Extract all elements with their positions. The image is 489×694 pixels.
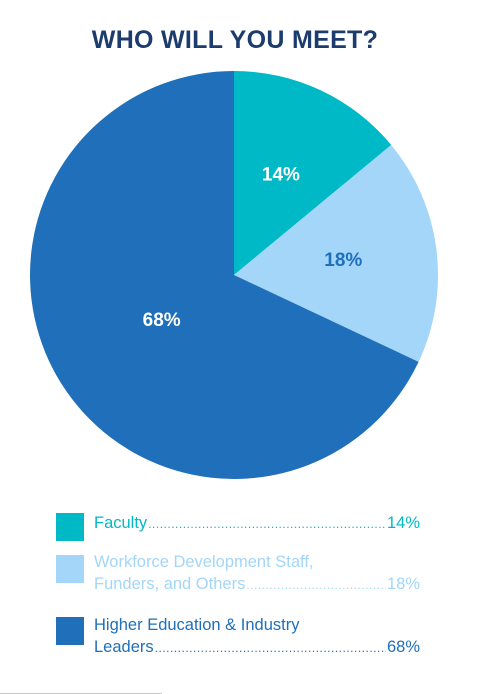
- pie-slice-label-1: 18%: [324, 250, 362, 271]
- legend-label-faculty: Faculty: [94, 514, 148, 532]
- legend-leader-dots: [155, 637, 386, 659]
- legend-value-leaders: 68%: [386, 638, 420, 656]
- pie-chart: 14% 18% 68%: [29, 71, 438, 479]
- legend-label-workforce-line1: Workforce Development Staff,: [94, 553, 314, 571]
- legend-label-workforce-line2: Funders, and Others: [94, 575, 246, 593]
- legend-item-leaders: Higher Education & Industry Leaders 68%: [56, 614, 420, 662]
- chart-title: WHO WILL YOU MEET?: [91, 26, 379, 54]
- legend-leader-dots: [246, 574, 386, 596]
- pie-slice-1: [234, 144, 438, 362]
- legend-value-workforce: 18%: [386, 575, 420, 593]
- pie-slice-label-0: 14%: [262, 164, 300, 185]
- legend-swatch-leaders: [56, 617, 84, 645]
- legend-leader-dots: [148, 513, 386, 535]
- pie-slice-label-2: 68%: [143, 310, 181, 331]
- legend-label-leaders-line2: Leaders: [94, 638, 154, 656]
- pie-slice-0: [234, 71, 392, 275]
- legend-item-workforce: Workforce Development Staff, Funders, an…: [56, 550, 420, 598]
- legend-value-faculty: 14%: [386, 514, 420, 532]
- legend-item-faculty: Faculty 14%: [56, 510, 420, 541]
- pie-slice-2: [29, 71, 419, 479]
- legend-swatch-faculty: [56, 513, 84, 541]
- legend-label-leaders-line1: Higher Education & Industry: [94, 616, 300, 634]
- legend-swatch-workforce: [56, 555, 84, 583]
